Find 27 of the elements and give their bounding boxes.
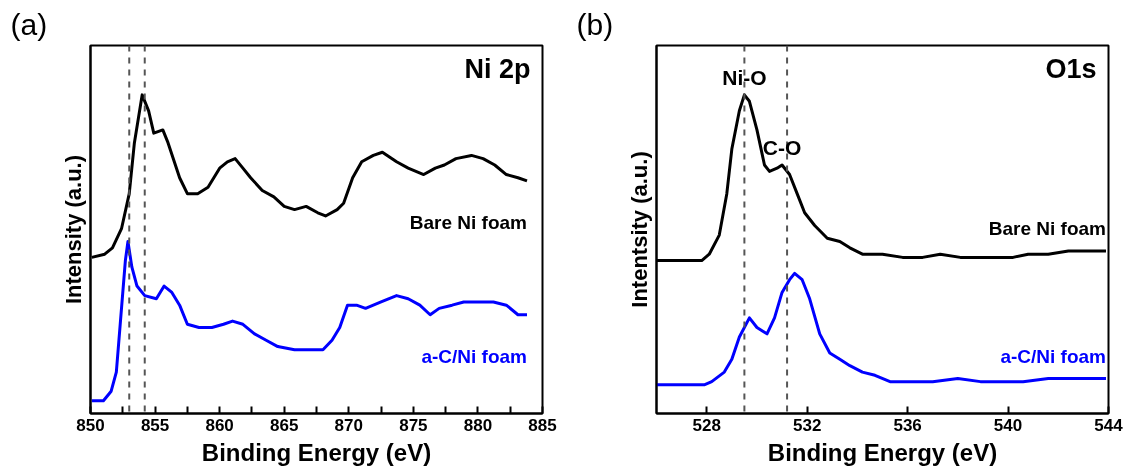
x-tick-label: 885 bbox=[528, 415, 557, 435]
text: O1s bbox=[1045, 53, 1097, 84]
x-axis-title: Binding Energy (eV) bbox=[201, 438, 432, 466]
chart-title: (b) bbox=[576, 7, 614, 41]
x-tick-label: 865 bbox=[270, 415, 299, 435]
x-tick-label: 855 bbox=[140, 415, 170, 435]
annotation: Ni-O bbox=[722, 65, 767, 89]
x-tick-label: 540 bbox=[993, 415, 1023, 435]
text: Ni 2p bbox=[464, 53, 531, 84]
y-axis-title: Intentsity (a.u.) bbox=[626, 151, 652, 308]
x-tick-label: 860 bbox=[205, 415, 234, 435]
series-label: a-C/Ni foam bbox=[421, 345, 528, 367]
series-label: Bare Ni foam bbox=[988, 218, 1106, 240]
x-tick-label: 850 bbox=[76, 415, 105, 435]
series-label: Bare Ni foam bbox=[409, 211, 528, 233]
x-tick-label: 870 bbox=[334, 415, 363, 435]
x-tick-label: 875 bbox=[399, 415, 428, 435]
x-tick-label: 544 bbox=[1094, 415, 1124, 435]
x-tick-label: 528 bbox=[692, 415, 721, 435]
x-tick-label: 880 bbox=[463, 415, 493, 435]
y-axis-title: Intensity (a.u.) bbox=[60, 154, 86, 305]
x-tick-label: 536 bbox=[893, 415, 922, 435]
series-label: a-C/Ni foam bbox=[1000, 345, 1106, 367]
x-axis-title: Binding Energy (eV) bbox=[767, 438, 998, 466]
chart-title: (a) bbox=[10, 7, 48, 41]
x-tick-label: 532 bbox=[792, 415, 822, 435]
annotation: C-O bbox=[762, 135, 802, 159]
